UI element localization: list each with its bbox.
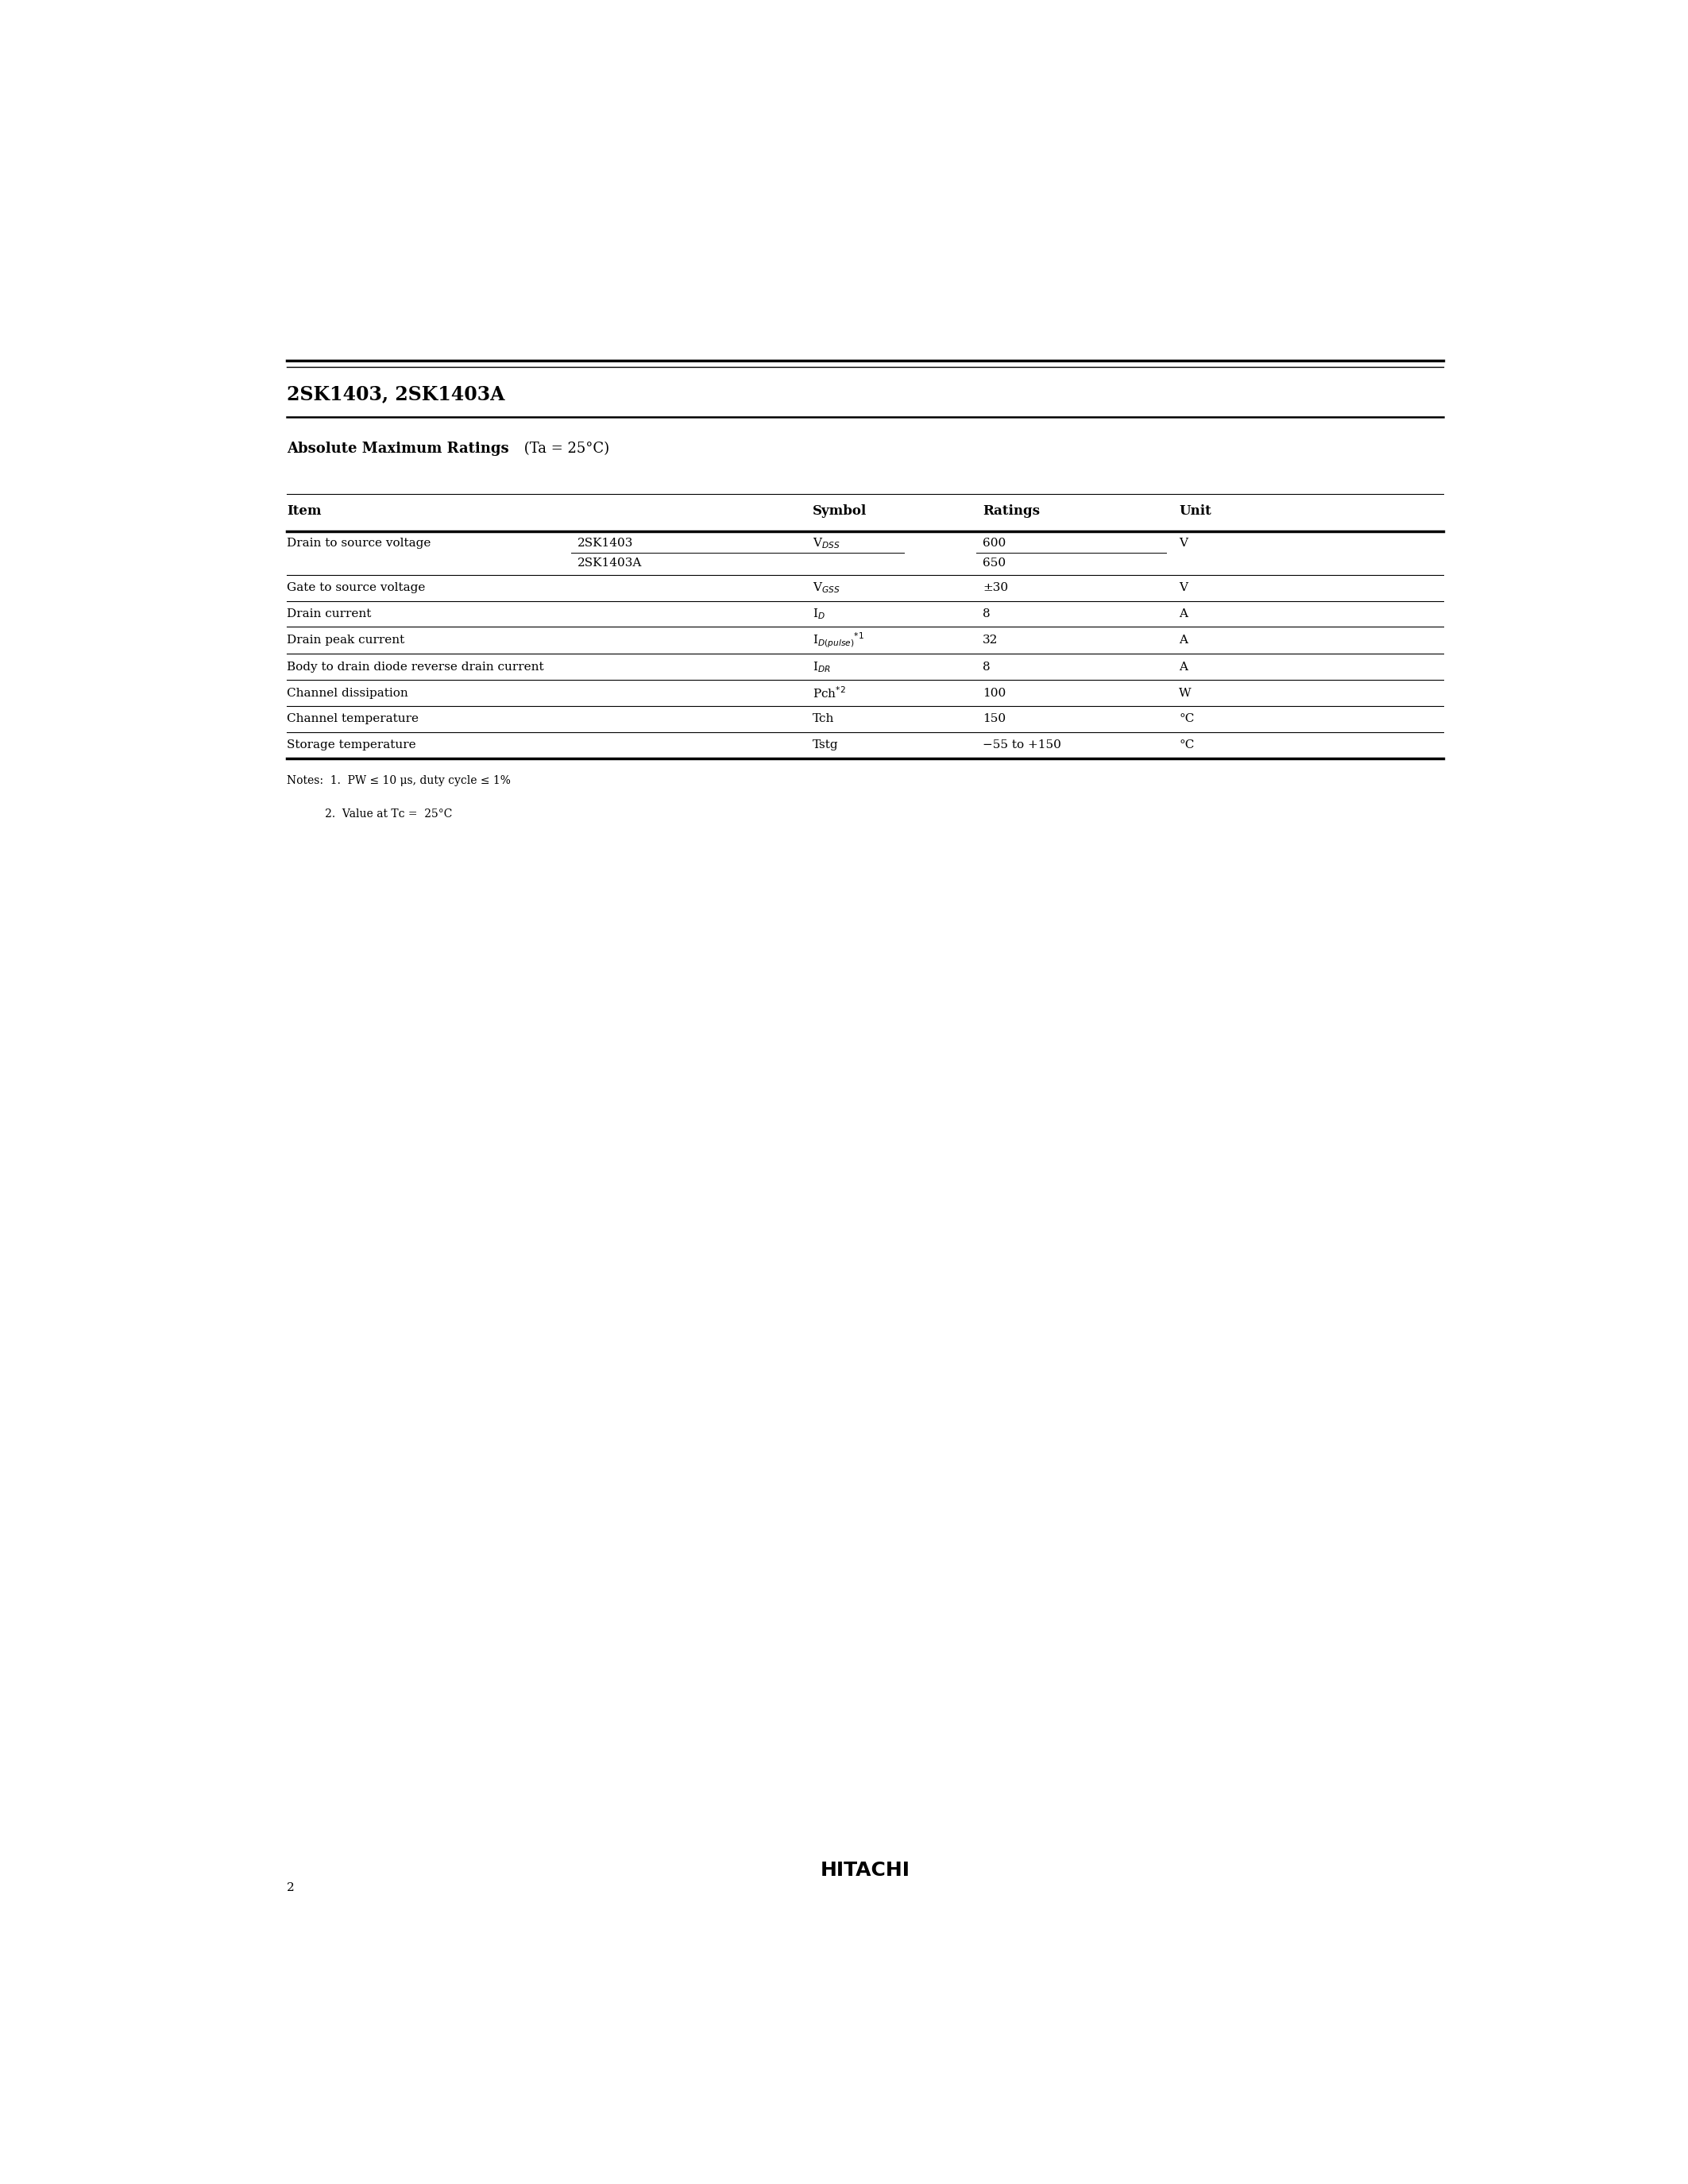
Text: V$_{GSS}$: V$_{GSS}$ [814,581,841,594]
Text: 100: 100 [982,688,1006,699]
Text: Ratings: Ratings [982,505,1040,518]
Text: 8: 8 [982,662,991,673]
Text: W: W [1178,688,1192,699]
Text: °C: °C [1178,740,1195,751]
Text: 600: 600 [982,537,1006,548]
Text: Unit: Unit [1178,505,1212,518]
Text: I$_{D(pulse)}$$^{*1}$: I$_{D(pulse)}$$^{*1}$ [814,631,864,649]
Text: A: A [1178,609,1188,620]
Text: Gate to source voltage: Gate to source voltage [287,583,425,594]
Text: V$_{DSS}$: V$_{DSS}$ [814,535,841,550]
Text: 8: 8 [982,609,991,620]
Text: Drain to source voltage: Drain to source voltage [287,537,430,548]
Text: Channel dissipation: Channel dissipation [287,688,408,699]
Text: V: V [1178,537,1188,548]
Text: HITACHI: HITACHI [820,1861,910,1880]
Text: I$_{DR}$: I$_{DR}$ [814,660,830,675]
Text: Pch$^{*2}$: Pch$^{*2}$ [814,686,846,701]
Text: Symbol: Symbol [814,505,868,518]
Text: 2SK1403A: 2SK1403A [577,557,641,568]
Text: Storage temperature: Storage temperature [287,740,415,751]
Text: Tstg: Tstg [814,740,839,751]
Text: 150: 150 [982,714,1006,725]
Text: 2SK1403: 2SK1403 [577,537,633,548]
Text: A: A [1178,662,1188,673]
Text: 2: 2 [287,1883,295,1894]
Text: 2SK1403, 2SK1403A: 2SK1403, 2SK1403A [287,384,505,404]
Text: (Ta = 25°C): (Ta = 25°C) [520,441,609,456]
Text: °C: °C [1178,714,1195,725]
Text: V: V [1178,583,1188,594]
Text: 32: 32 [982,636,998,646]
Text: Item: Item [287,505,321,518]
Text: ±30: ±30 [982,583,1008,594]
Text: Channel temperature: Channel temperature [287,714,419,725]
Text: Notes:  1.  PW ≤ 10 μs, duty cycle ≤ 1%: Notes: 1. PW ≤ 10 μs, duty cycle ≤ 1% [287,775,511,786]
Text: −55 to +150: −55 to +150 [982,740,1062,751]
Text: Body to drain diode reverse drain current: Body to drain diode reverse drain curren… [287,662,544,673]
Text: Drain current: Drain current [287,609,371,620]
Text: A: A [1178,636,1188,646]
Text: Tch: Tch [814,714,834,725]
Text: Absolute Maximum Ratings: Absolute Maximum Ratings [287,441,510,456]
Text: I$_{D}$: I$_{D}$ [814,607,825,620]
Text: 650: 650 [982,557,1006,568]
Text: 2.  Value at Tᴄ =  25°C: 2. Value at Tᴄ = 25°C [287,808,452,819]
Text: Drain peak current: Drain peak current [287,636,405,646]
